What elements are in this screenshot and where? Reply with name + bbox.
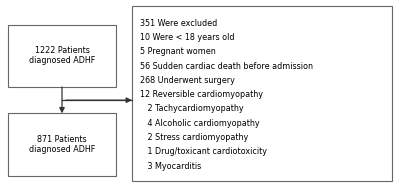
Text: 2 Tachycardiomyopathy: 2 Tachycardiomyopathy [140,105,244,113]
Text: 10 Were < 18 years old: 10 Were < 18 years old [140,33,234,42]
Text: 3 Myocarditis: 3 Myocarditis [140,162,201,170]
Text: 268 Underwent surgery: 268 Underwent surgery [140,76,235,85]
Text: 351 Were excluded: 351 Were excluded [140,19,217,28]
Bar [8,25,116,87]
Text: 5 Pregnant women: 5 Pregnant women [140,47,216,57]
Text: 2 Stress cardiomyopathy: 2 Stress cardiomyopathy [140,133,248,142]
Text: 871 Patients
diagnosed ADHF: 871 Patients diagnosed ADHF [29,135,95,154]
Text: 1 Drug/toxicant cardiotoxicity: 1 Drug/toxicant cardiotoxicity [140,147,267,156]
Text: 56 Sudden cardiac death before admission: 56 Sudden cardiac death before admission [140,62,313,71]
Bar [8,113,116,176]
Text: 4 Alcoholic cardiomyopathy: 4 Alcoholic cardiomyopathy [140,119,260,128]
Text: 12 Reversible cardiomyopathy: 12 Reversible cardiomyopathy [140,90,263,99]
Text: 1222 Patients
diagnosed ADHF: 1222 Patients diagnosed ADHF [29,46,95,65]
Bar [132,6,392,181]
